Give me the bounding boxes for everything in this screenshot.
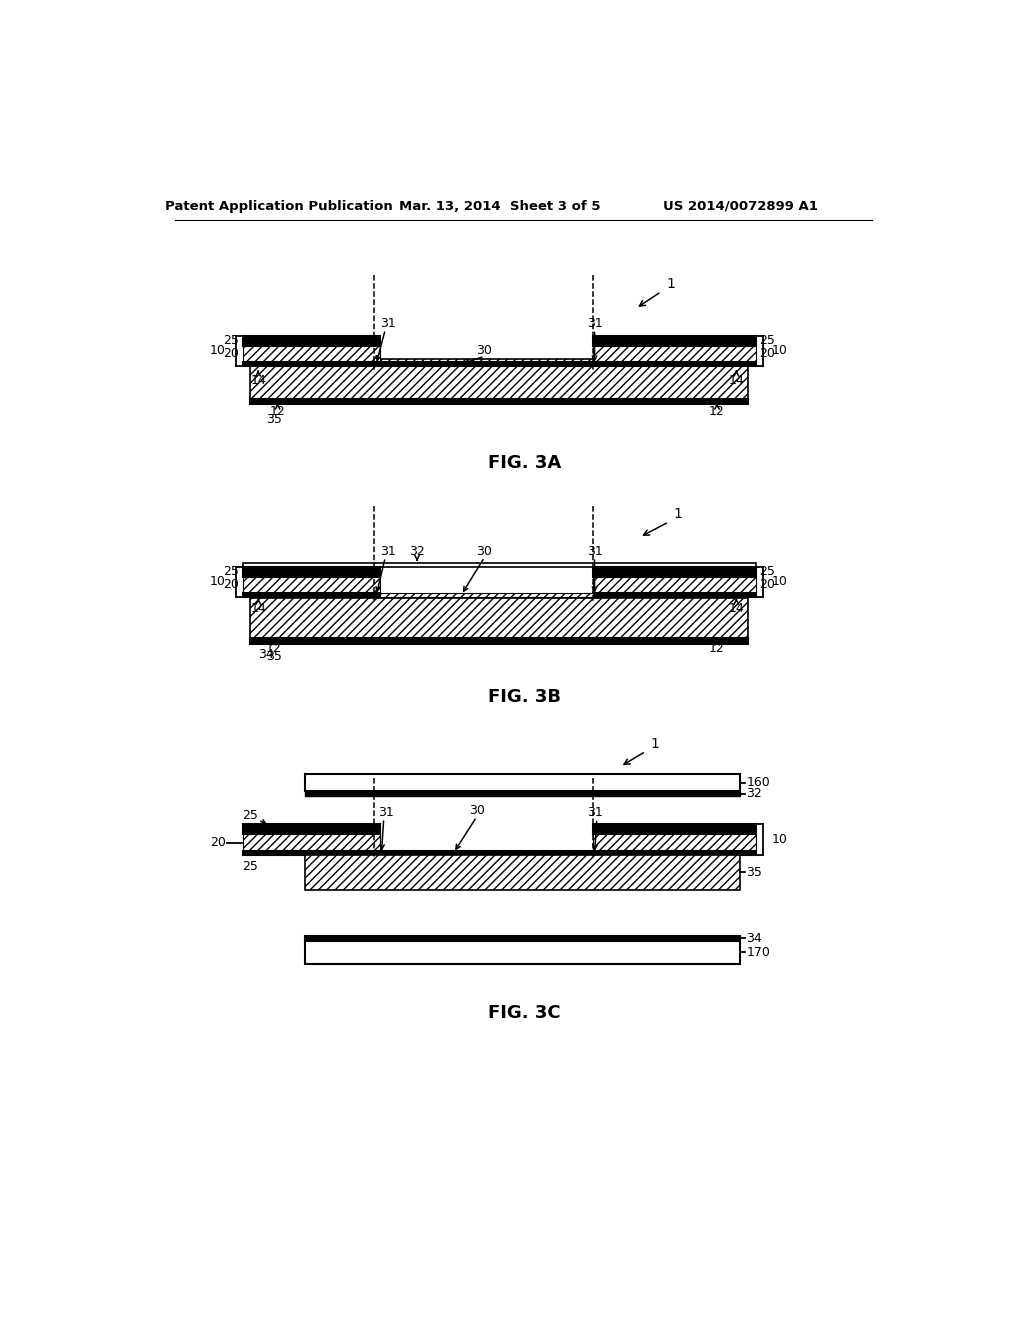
Text: 12: 12 — [710, 643, 725, 656]
Bar — [251, 638, 748, 644]
Bar — [380, 594, 593, 598]
Text: 14: 14 — [250, 602, 266, 615]
Text: 30: 30 — [476, 545, 493, 557]
Bar — [305, 855, 740, 890]
Bar — [305, 941, 740, 964]
Text: 10: 10 — [210, 345, 225, 358]
Bar — [243, 834, 380, 851]
Bar — [251, 359, 748, 400]
Text: 20: 20 — [223, 578, 239, 591]
Text: 34: 34 — [258, 648, 273, 661]
Bar — [251, 598, 748, 638]
Text: 30: 30 — [476, 343, 493, 356]
Bar — [251, 400, 748, 404]
Bar — [593, 834, 756, 851]
Text: 12: 12 — [269, 405, 286, 418]
Text: 35: 35 — [266, 649, 282, 663]
Bar — [593, 363, 756, 367]
Text: 160: 160 — [746, 776, 770, 789]
Text: 31: 31 — [587, 317, 602, 330]
Text: 31: 31 — [587, 545, 602, 557]
Text: 10: 10 — [771, 576, 787, 589]
Text: 25: 25 — [223, 565, 239, 578]
Text: 25: 25 — [243, 859, 258, 873]
Text: 170: 170 — [746, 945, 770, 958]
Text: 31: 31 — [587, 807, 602, 820]
Text: Mar. 13, 2014  Sheet 3 of 5: Mar. 13, 2014 Sheet 3 of 5 — [399, 199, 601, 213]
Text: 1: 1 — [674, 507, 683, 521]
Text: 14: 14 — [250, 374, 266, 387]
Bar — [243, 363, 380, 367]
Text: 31: 31 — [378, 807, 394, 820]
Bar — [593, 566, 756, 577]
Bar — [243, 346, 380, 363]
Bar — [593, 825, 756, 834]
Text: 25: 25 — [223, 334, 239, 347]
Bar — [243, 577, 380, 594]
Text: 35: 35 — [266, 413, 282, 426]
Bar — [593, 594, 756, 598]
Text: FIG. 3C: FIG. 3C — [488, 1005, 561, 1022]
Text: 10: 10 — [771, 345, 787, 358]
Text: 1: 1 — [650, 737, 659, 751]
Bar — [243, 825, 380, 834]
Text: 1: 1 — [666, 277, 675, 290]
Bar — [243, 851, 380, 855]
Bar — [243, 594, 380, 598]
Text: 20: 20 — [760, 578, 775, 591]
Text: 20: 20 — [223, 347, 239, 360]
Bar — [593, 851, 756, 855]
Bar — [593, 335, 756, 346]
Bar — [243, 562, 756, 566]
Bar — [305, 775, 740, 792]
Text: FIG. 3B: FIG. 3B — [488, 689, 561, 706]
Text: Patent Application Publication: Patent Application Publication — [165, 199, 393, 213]
Text: 12: 12 — [710, 405, 725, 418]
Text: 20: 20 — [210, 837, 225, 850]
Text: 14: 14 — [728, 374, 744, 387]
Text: 25: 25 — [760, 334, 775, 347]
Text: 25: 25 — [760, 565, 775, 578]
Bar — [243, 566, 380, 577]
Text: 31: 31 — [381, 317, 396, 330]
Text: 35: 35 — [746, 866, 762, 879]
Text: 32: 32 — [410, 545, 425, 557]
Text: 14: 14 — [728, 602, 744, 615]
Bar — [305, 936, 740, 941]
Bar — [380, 851, 593, 855]
Bar — [243, 335, 380, 346]
Text: 34: 34 — [746, 932, 762, 945]
Bar — [380, 363, 593, 367]
Text: 10: 10 — [771, 833, 787, 846]
Bar — [305, 792, 740, 796]
Text: 31: 31 — [381, 545, 396, 557]
Text: 20: 20 — [760, 347, 775, 360]
Text: 10: 10 — [210, 576, 225, 589]
Bar — [593, 577, 756, 594]
Text: 25: 25 — [243, 809, 258, 822]
Text: 32: 32 — [746, 787, 762, 800]
Text: FIG. 3A: FIG. 3A — [488, 454, 561, 471]
Text: 30: 30 — [469, 804, 484, 817]
Text: US 2014/0072899 A1: US 2014/0072899 A1 — [663, 199, 818, 213]
Text: 12: 12 — [266, 643, 282, 656]
Bar — [593, 346, 756, 363]
